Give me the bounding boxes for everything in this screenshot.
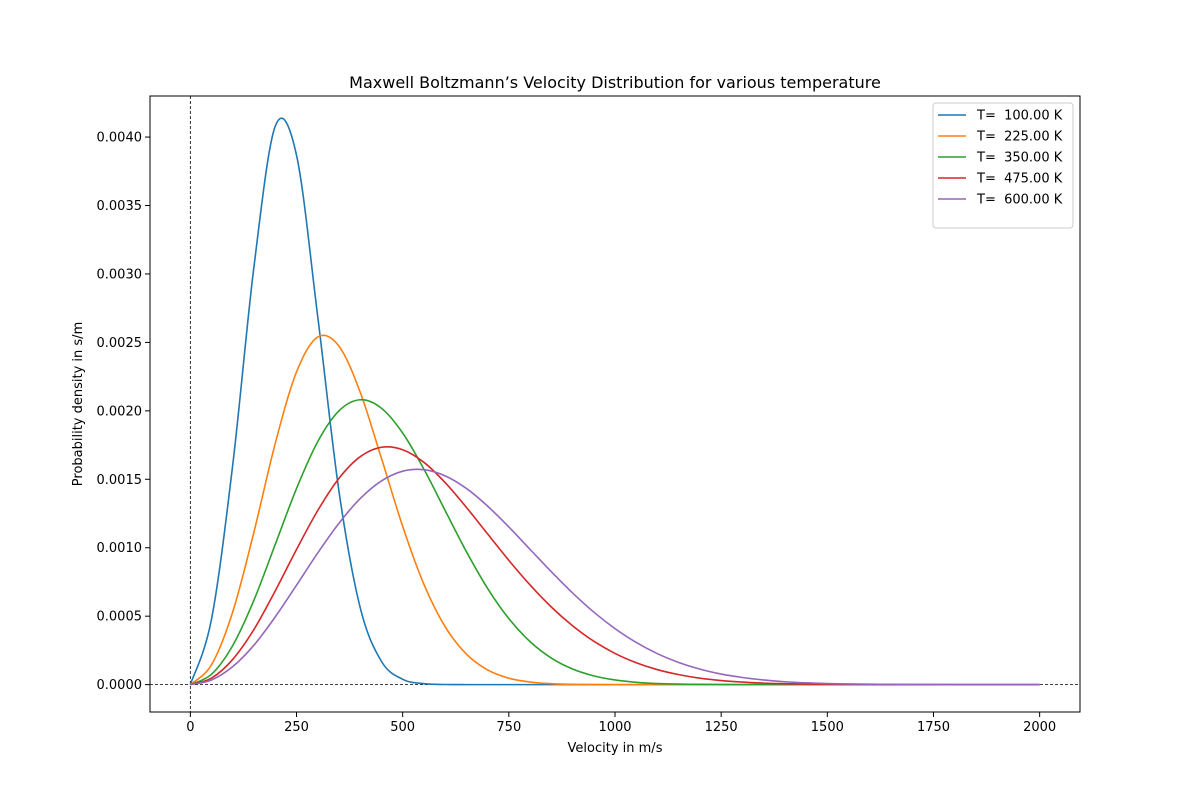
legend-box	[932, 102, 1074, 229]
y-tick-label: 0.0035	[97, 199, 143, 214]
series-layer	[189, 117, 1040, 686]
x-axis-title: Velocity in m/s	[568, 741, 663, 756]
legend: T= 100.00 K T= 225.00 K T= 350.00 K T= 475.…	[932, 102, 1074, 229]
x-tick-label: 750	[496, 720, 521, 735]
legend-label: T= 350.00 K	[976, 151, 1063, 166]
x-tick-label: 1000	[598, 720, 631, 735]
legend-label: T= 475.00 K	[976, 172, 1063, 187]
x-tick-label: 0	[186, 720, 194, 735]
y-axis-ticks: 0.0000 0.0005 0.0010 0.0015 0.0020 0.0025 0.00…	[97, 131, 150, 693]
y-tick-label: 0.0020	[97, 404, 143, 419]
x-axis-ticks: 0 250 500 750 1000 1250 1500 1750 2000	[186, 712, 1056, 735]
legend-label: T= 225.00 K	[976, 130, 1063, 145]
legend-label: T= 100.00 K	[976, 109, 1063, 124]
chart-title: Maxwell Boltzmann’s Velocity Distributio…	[349, 73, 881, 92]
legend-label: T= 600.00 K	[976, 193, 1063, 208]
y-tick-label: 0.0015	[97, 473, 143, 488]
x-tick-label: 500	[390, 720, 415, 735]
y-tick-label: 0.0005	[97, 610, 143, 625]
y-tick-label: 0.0000	[97, 678, 143, 693]
y-tick-label: 0.0010	[97, 541, 143, 556]
plot-area	[149, 95, 1081, 713]
x-tick-label: 1250	[705, 720, 738, 735]
x-tick-label: 1500	[811, 720, 844, 735]
plot-background	[150, 96, 1080, 712]
y-tick-label: 0.0030	[97, 267, 143, 282]
y-axis-title: Probability density in s/m	[71, 322, 86, 486]
series-line-5	[190, 468, 1040, 686]
x-tick-label: 2000	[1023, 720, 1056, 735]
y-tick-label: 0.0025	[97, 336, 143, 351]
x-tick-label: 1750	[917, 720, 950, 735]
x-tick-label: 250	[284, 720, 309, 735]
y-tick-label: 0.0040	[97, 131, 143, 146]
